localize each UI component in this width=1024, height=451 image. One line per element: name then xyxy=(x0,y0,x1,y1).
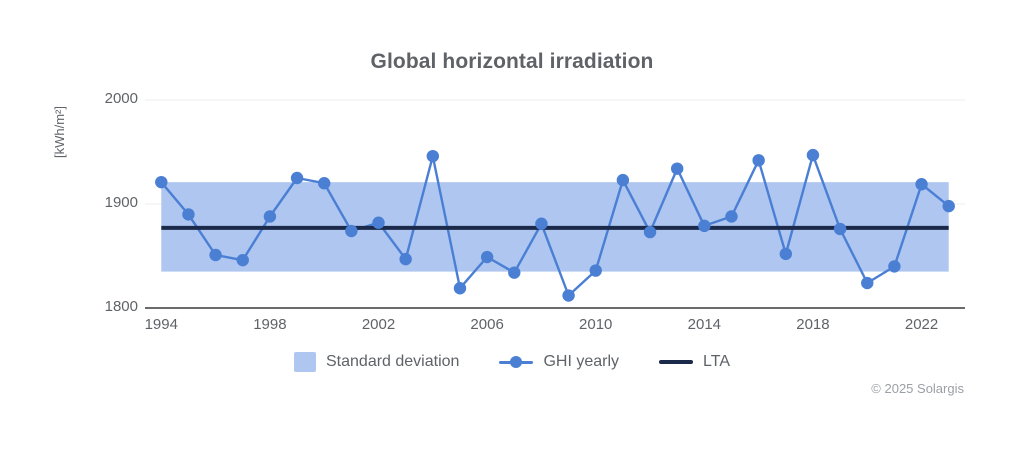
band-swatch-icon xyxy=(294,352,316,372)
x-axis-tick-1998: 1998 xyxy=(253,316,287,333)
x-axis-tick-2002: 2002 xyxy=(361,316,396,333)
y-axis-tick-1900: 1900 xyxy=(104,194,138,211)
y-axis-tick-labels: 1800 1900 2000 xyxy=(80,0,138,451)
line-marker-swatch-icon xyxy=(499,352,534,372)
legend-label-standard-deviation: Standard deviation xyxy=(326,353,460,370)
y-axis-tick-1800: 1800 xyxy=(104,298,138,315)
x-axis-tick-2018: 2018 xyxy=(796,316,830,333)
chart-title: Global horizontal irradiation xyxy=(370,50,654,73)
legend-item-standard-deviation[interactable]: Standard deviation xyxy=(294,352,459,372)
lta-line-swatch-icon xyxy=(659,352,694,372)
legend-item-ghi-yearly[interactable]: GHI yearly xyxy=(499,352,619,372)
copyright-notice: © 2025 Solargis xyxy=(871,381,964,396)
x-axis-tick-2006: 2006 xyxy=(470,316,504,333)
x-axis-tick-2022: 2022 xyxy=(904,316,939,333)
y-axis-tick-2000: 2000 xyxy=(104,90,138,107)
legend-label-lta: LTA xyxy=(703,353,730,370)
legend-label-ghi-yearly: GHI yearly xyxy=(543,353,620,370)
x-axis-tick-1994: 1994 xyxy=(144,316,178,333)
legend-item-lta[interactable]: LTA xyxy=(659,352,730,372)
x-axis-tick-2010: 2010 xyxy=(579,316,613,333)
chart-legend: Standard deviation GHI yearly LTA xyxy=(0,352,1024,372)
x-axis-tick-2014: 2014 xyxy=(687,316,722,333)
